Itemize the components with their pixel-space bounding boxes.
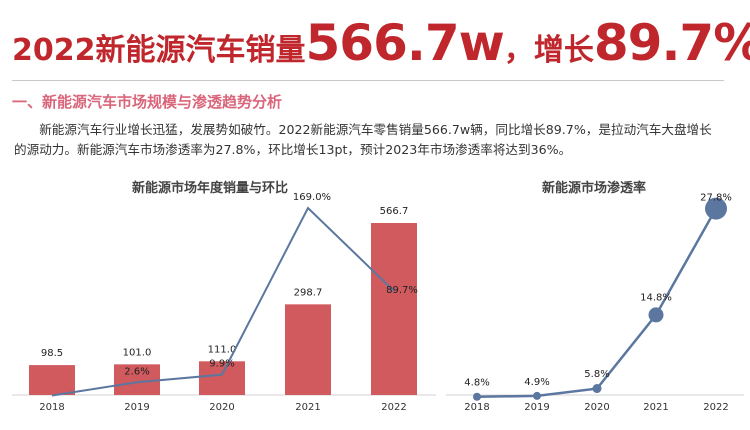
growth-rate-label: 89.7% <box>386 285 418 296</box>
growth-rate-label: 9.9% <box>209 359 234 370</box>
headline-growth-value: 89.7% <box>593 14 750 72</box>
sales-bar-label: 298.7 <box>294 287 323 298</box>
penetration-chart-title: 新能源市场渗透率 <box>542 181 647 196</box>
penetration-point <box>705 197 727 220</box>
penetration-label: 5.8% <box>584 369 609 380</box>
sales-bar <box>285 304 331 395</box>
sales-x-tick-label: 2020 <box>209 402 234 413</box>
penetration-x-tick-label: 2022 <box>703 402 728 413</box>
headline-growth-label: ，增长 <box>503 33 594 68</box>
growth-rate-label: 2.6% <box>124 366 149 377</box>
growth-rate-line <box>51 206 395 397</box>
sales-bar-label: 111.0 <box>208 344 237 355</box>
headline: 2022新能源汽车销量566.7w，增长89.7% <box>12 14 750 76</box>
penetration-point <box>473 392 481 401</box>
sales-bar-label: 101.0 <box>123 347 152 358</box>
penetration-x-tick-label: 2019 <box>524 402 549 413</box>
headline-sales-value: 566.7w <box>305 14 505 72</box>
sales-bar-label: 566.7 <box>380 206 409 217</box>
penetration-point <box>592 384 602 394</box>
sales-bar <box>114 364 160 395</box>
sales-x-tick-label: 2019 <box>124 402 149 413</box>
sales-bar <box>371 223 417 395</box>
penetration-label: 27.8% <box>700 193 732 204</box>
sales-x-tick-label: 2022 <box>381 402 406 413</box>
penetration-point <box>533 391 541 400</box>
penetration-x-tick-label: 2018 <box>464 402 489 413</box>
penetration-point <box>648 307 664 323</box>
penetration-label: 14.8% <box>640 292 672 303</box>
section-title: 一、新能源汽车市场规模与渗透趋势分析 <box>12 93 283 111</box>
growth-rate-label: 169.0% <box>293 192 331 203</box>
sales-bar <box>29 365 75 395</box>
penetration-label: 4.9% <box>524 377 549 388</box>
sales-x-tick-label: 2021 <box>295 402 320 413</box>
penetration-label: 4.8% <box>464 378 489 389</box>
headline-divider <box>12 80 724 81</box>
sales-chart-title: 新能源市场年度销量与环比 <box>132 181 289 196</box>
sales-bar-label: 98.5 <box>41 348 63 359</box>
penetration-x-tick-label: 2020 <box>584 402 609 413</box>
section-paragraph: 新能源汽车行业增长迅猛，发展势如破竹。2022新能源汽车零售销量566.7w辆，… <box>14 122 712 157</box>
headline-prefix: 2022新能源汽车销量 <box>12 33 306 68</box>
sales-x-tick-label: 2018 <box>39 402 64 413</box>
sales-bar <box>199 361 245 395</box>
penetration-x-tick-label: 2021 <box>643 402 668 413</box>
